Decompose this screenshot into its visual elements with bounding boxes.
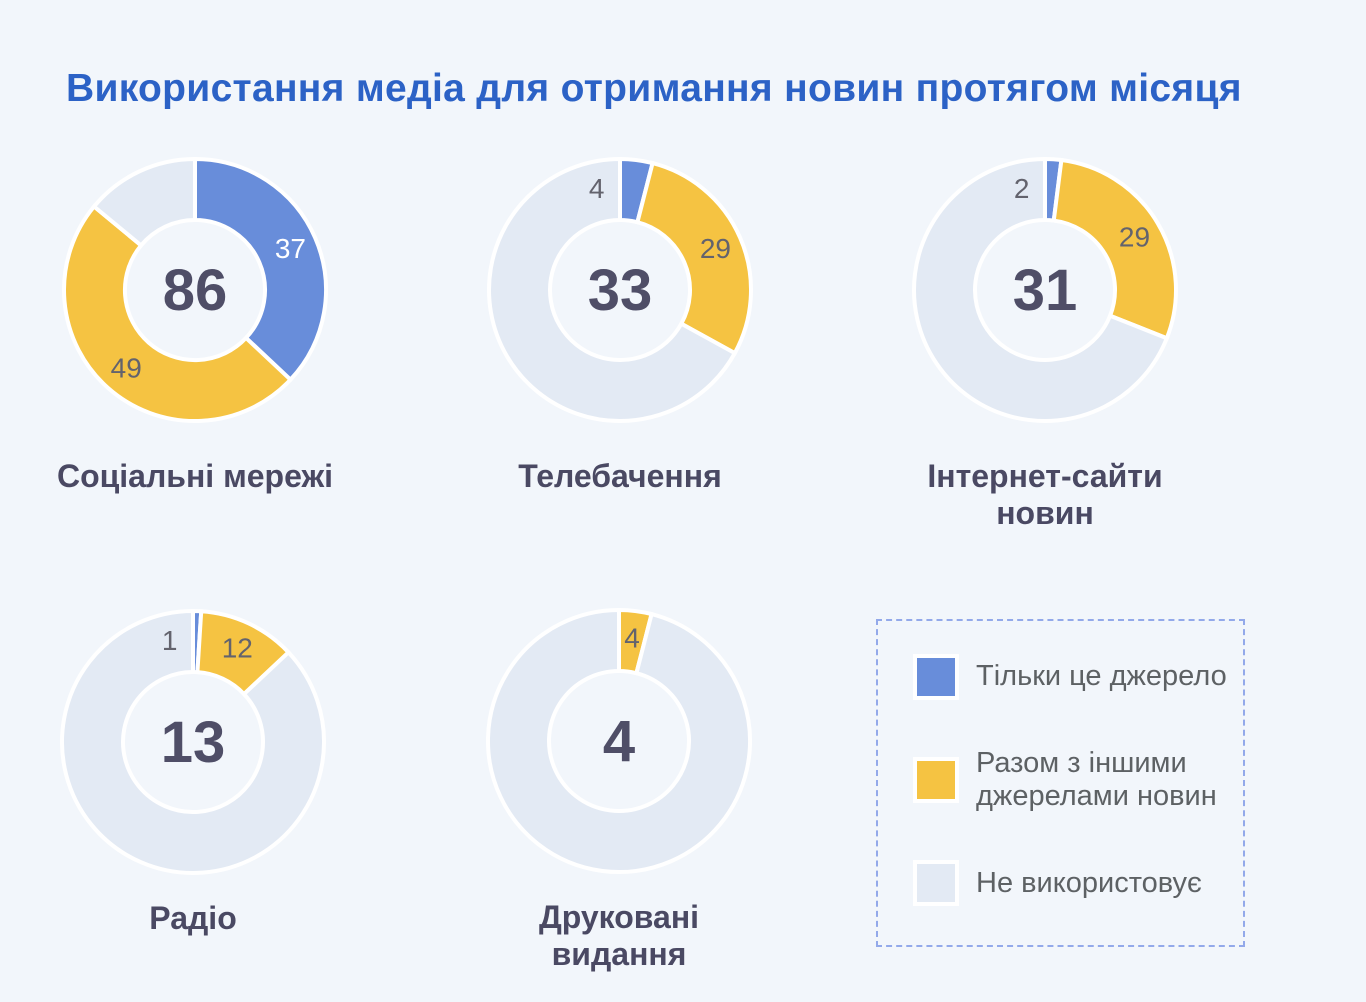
donut-ring-internet-news-sites: 2 29 xyxy=(912,156,1178,423)
legend-swatch-not-used xyxy=(913,860,959,907)
legend-swatch-with-other-sources xyxy=(913,757,959,804)
donut-category-label: Друковані видання xyxy=(538,899,700,972)
segment-value-label: 4 xyxy=(589,173,605,204)
donut-social-networks: 37 49 86 Соціальні мережі xyxy=(55,150,335,494)
legend-swatch-only-this-source xyxy=(913,654,959,700)
segment-only-this-source xyxy=(193,156,328,383)
donut-ring-print-media: 4 xyxy=(486,607,752,874)
segment-not-used xyxy=(486,607,752,874)
legend-item-label: Не використовує xyxy=(976,866,1202,899)
donut-category-label: Інтернет-сайти новин xyxy=(927,458,1163,531)
segment-with-other-sources xyxy=(1051,157,1178,341)
segment-not-used xyxy=(487,156,738,423)
donut-ring-radio: 1 12 xyxy=(60,608,326,875)
donut-category-label: Соціальні мережі xyxy=(56,458,334,494)
segment-value-label: 49 xyxy=(111,353,142,384)
segment-with-other-sources xyxy=(634,160,753,356)
donut-category-label: Телебачення xyxy=(518,458,722,494)
segment-value-label: 4 xyxy=(624,622,640,653)
segment-value-label: 2 xyxy=(1014,173,1030,204)
legend-item-with-other-sources: Разом з іншими джерелами новин xyxy=(913,747,1233,813)
segment-with-other-sources xyxy=(62,203,294,423)
page-title: Використання медіа для отримання новин п… xyxy=(66,67,1242,111)
legend-box: Тільки це джерело Разом з іншими джерела… xyxy=(876,619,1245,947)
segment-not-used xyxy=(60,608,326,875)
segment-value-label: 12 xyxy=(222,632,253,663)
segment-value-label: 29 xyxy=(700,233,731,264)
segment-not-used xyxy=(912,156,1170,423)
donut-ring-television: 4 29 xyxy=(487,156,753,423)
donut-internet-news-sites: 2 29 31 Інтернет-сайти новин xyxy=(905,150,1185,531)
segment-value-label: 1 xyxy=(162,625,178,656)
donut-ring-social-networks: 37 49 xyxy=(62,156,328,423)
legend-item-label: Разом з іншими джерелами новин xyxy=(976,747,1217,813)
segment-value-label: 29 xyxy=(1119,222,1150,253)
legend-item-not-used: Не використовує xyxy=(913,860,1233,907)
donut-television: 4 29 33 Телебачення xyxy=(480,150,760,494)
donut-radio: 1 12 13 Радіо xyxy=(53,602,333,936)
donut-print-media: 4 4 Друковані видання xyxy=(479,601,759,972)
legend-item-only-this-source: Тільки це джерело xyxy=(913,654,1233,700)
segment-not-used xyxy=(91,156,197,249)
legend-item-label: Тільки це джерело xyxy=(976,660,1227,693)
donut-category-label: Радіо xyxy=(149,900,237,936)
segment-value-label: 37 xyxy=(275,233,306,264)
